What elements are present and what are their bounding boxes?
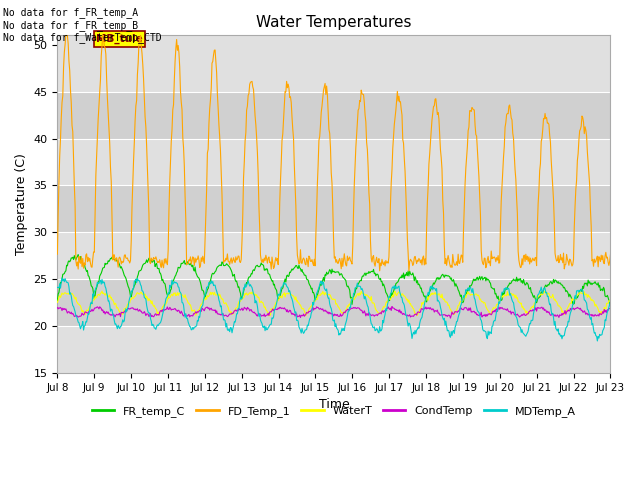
- Bar: [58, 92, 611, 139]
- X-axis label: Time: Time: [319, 398, 349, 411]
- Text: No data for f_FR_temp_A
No data for f_FR_temp_B
No data for f_WaterTemp_CTD: No data for f_FR_temp_A No data for f_FR…: [3, 7, 162, 43]
- Bar: [58, 232, 611, 279]
- Title: Water Temperatures: Water Temperatures: [256, 15, 412, 30]
- Bar: [58, 279, 611, 326]
- Legend: FR_temp_C, FD_Temp_1, WaterT, CondTemp, MDTemp_A: FR_temp_C, FD_Temp_1, WaterT, CondTemp, …: [88, 402, 580, 421]
- Bar: [58, 326, 611, 373]
- Bar: [58, 36, 611, 92]
- Bar: [58, 185, 611, 232]
- Bar: [58, 139, 611, 185]
- Y-axis label: Temperature (C): Temperature (C): [15, 153, 28, 255]
- Text: MB_tule: MB_tule: [96, 34, 143, 44]
